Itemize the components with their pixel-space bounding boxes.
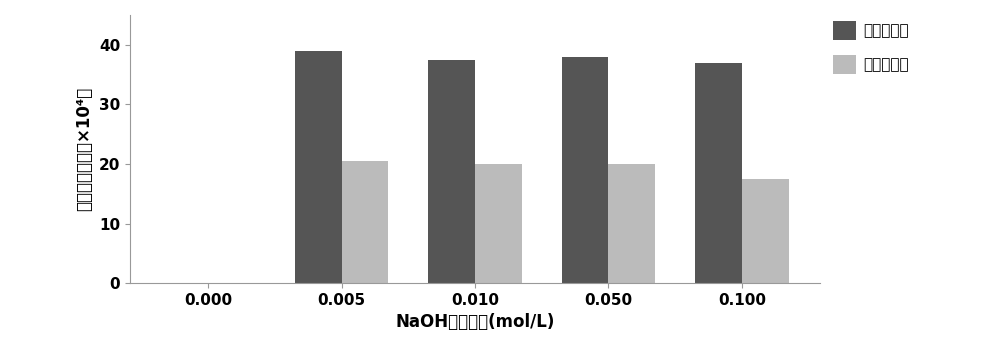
Bar xyxy=(342,161,388,283)
Bar xyxy=(608,164,655,283)
Bar xyxy=(428,60,475,283)
Y-axis label: 衍生物峰面积（×10⁴）: 衍生物峰面积（×10⁴） xyxy=(75,87,93,211)
Legend: 甲磺酸甲酯, 甲磺酸乙酯: 甲磺酸甲酯, 甲磺酸乙酯 xyxy=(827,15,915,80)
Bar xyxy=(562,57,608,283)
Bar xyxy=(295,51,342,283)
Bar xyxy=(695,63,742,283)
Bar xyxy=(742,179,789,283)
Bar xyxy=(475,164,522,283)
X-axis label: NaOH溶液浓度(mol/L): NaOH溶液浓度(mol/L) xyxy=(395,314,555,331)
